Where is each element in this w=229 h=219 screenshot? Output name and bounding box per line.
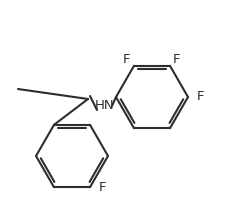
Text: F: F	[123, 53, 130, 66]
Text: F: F	[172, 53, 180, 66]
Text: F: F	[196, 90, 204, 104]
Text: F: F	[99, 181, 106, 194]
Text: HN: HN	[95, 99, 114, 113]
